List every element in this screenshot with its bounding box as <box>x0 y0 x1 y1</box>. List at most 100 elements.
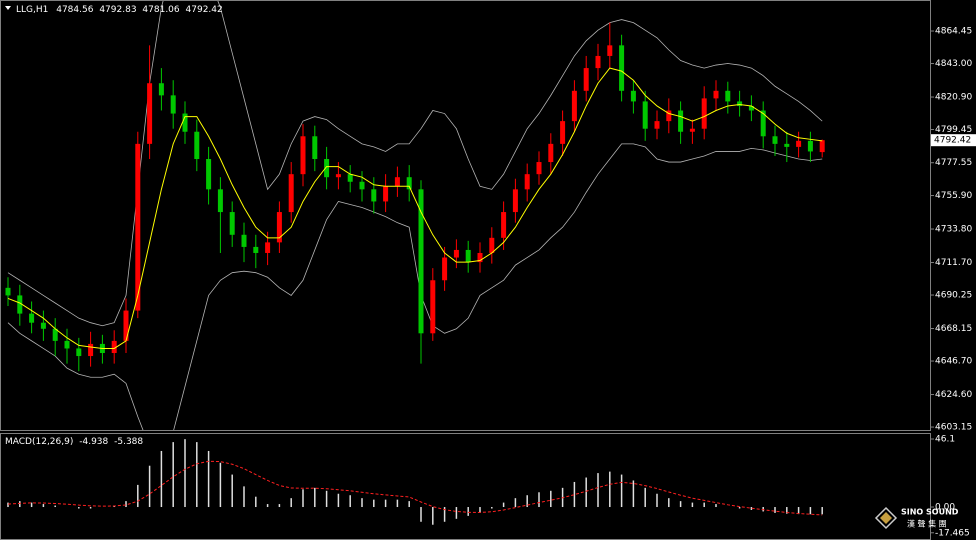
candle-body <box>76 348 82 357</box>
header: LLG,H1 4784.56 4792.83 4781.06 4792.42 <box>16 5 223 15</box>
logo: SINO SOUND 漢 聲 集 團 <box>874 506 959 530</box>
candle-body <box>88 343 94 357</box>
candle-body <box>689 128 695 132</box>
candle-body <box>123 310 129 341</box>
candle-body <box>17 295 23 314</box>
candle-body <box>453 249 459 258</box>
logo-text: SINO SOUND <box>901 508 959 517</box>
candle-body <box>737 101 743 106</box>
y-tick-label: 4690.25 <box>935 291 972 301</box>
candle-body <box>64 340 70 349</box>
candle-body <box>418 189 424 334</box>
candle-body <box>477 252 483 263</box>
candle-body <box>312 136 318 160</box>
main-plot <box>5 1 825 430</box>
candle-body <box>158 83 164 96</box>
macd-plot <box>7 439 823 525</box>
y-tick-label: 4711.70 <box>935 258 972 268</box>
candle-body <box>347 174 353 182</box>
candle-body <box>642 101 648 129</box>
y-tick-label: -17.465 <box>935 528 970 538</box>
candle-body <box>430 280 436 334</box>
candle-body <box>583 68 589 91</box>
candle-body <box>147 83 153 144</box>
candle-body <box>524 174 530 190</box>
candle-body <box>253 246 259 253</box>
y-tick-label: 4668.15 <box>935 324 972 334</box>
candle-body <box>442 257 448 281</box>
header-low: 4781.06 <box>142 5 179 15</box>
candle-body <box>819 140 825 153</box>
candle-body <box>170 95 176 114</box>
header-high: 4792.83 <box>99 5 136 15</box>
candle-body <box>276 212 282 243</box>
y-tick-label: 4733.80 <box>935 225 972 235</box>
y-tick-label: 4646.70 <box>935 357 972 367</box>
candle-body <box>5 287 11 296</box>
candle-body <box>265 242 271 253</box>
candle-body <box>666 110 672 122</box>
y-tick-label: 4843.00 <box>935 59 972 69</box>
candle-body <box>324 159 330 178</box>
candle-body <box>111 340 117 354</box>
logo-subtext: 漢 聲 集 團 <box>907 519 947 529</box>
candle-body <box>772 136 778 144</box>
candle-body <box>406 177 412 190</box>
main-panel-border <box>0 0 931 431</box>
candle-body <box>619 45 625 91</box>
candle-body <box>217 189 223 213</box>
moving-average <box>7 67 823 349</box>
y-tick-label: 0.00 <box>935 503 955 513</box>
candle-body <box>807 140 813 152</box>
candle-body <box>607 45 613 56</box>
candle-body <box>241 234 247 247</box>
candle-body <box>678 110 684 132</box>
candle-body <box>595 55 601 69</box>
candle-body <box>713 90 719 99</box>
candle-body <box>206 159 212 190</box>
candle-body <box>701 98 707 129</box>
upper-band <box>7 1 823 327</box>
macd-panel-border <box>0 433 931 540</box>
candle-body <box>182 113 188 132</box>
y-tick-label: 4603.15 <box>935 423 972 433</box>
candle-body <box>465 249 471 263</box>
candle-body <box>725 90 731 102</box>
macd-header: MACD(12,26,9) -4.938 -5.388 <box>5 437 143 447</box>
candle-body <box>489 237 495 253</box>
candle-body <box>335 174 341 178</box>
candle-body <box>630 90 636 102</box>
y-tick-label: 46.1 <box>935 435 955 445</box>
candle-body <box>40 322 46 329</box>
y-tick-label: 4820.90 <box>935 93 972 103</box>
candle-body <box>536 162 542 175</box>
logo-icon <box>874 506 898 530</box>
candle-body <box>394 177 400 187</box>
macd-main-value: -4.938 <box>79 437 108 447</box>
candle-body <box>300 136 306 175</box>
candle-body <box>229 212 235 235</box>
candle-body <box>760 110 766 137</box>
candle-body <box>359 181 365 190</box>
symbol-label: LLG,H1 <box>16 5 48 15</box>
candle-body <box>29 313 35 323</box>
candle-body <box>548 143 554 163</box>
logo-icon-inner <box>880 512 892 524</box>
y-tick-label: 4799.45 <box>935 125 972 135</box>
candle-body <box>748 105 754 111</box>
lower-band <box>7 143 823 430</box>
header-close: 4792.42 <box>186 5 223 15</box>
y-tick-label: 4777.55 <box>935 158 972 168</box>
candle-body <box>784 143 790 147</box>
candle-body <box>135 143 141 311</box>
candle-body <box>796 140 802 147</box>
candle-body <box>560 121 566 144</box>
y-tick-label: 4864.45 <box>935 27 972 37</box>
dropdown-icon <box>5 6 11 10</box>
candle-body <box>512 189 518 213</box>
candle-body <box>654 121 660 129</box>
candle-body <box>383 186 389 202</box>
candle-body <box>194 131 200 160</box>
price-marker <box>931 134 976 147</box>
